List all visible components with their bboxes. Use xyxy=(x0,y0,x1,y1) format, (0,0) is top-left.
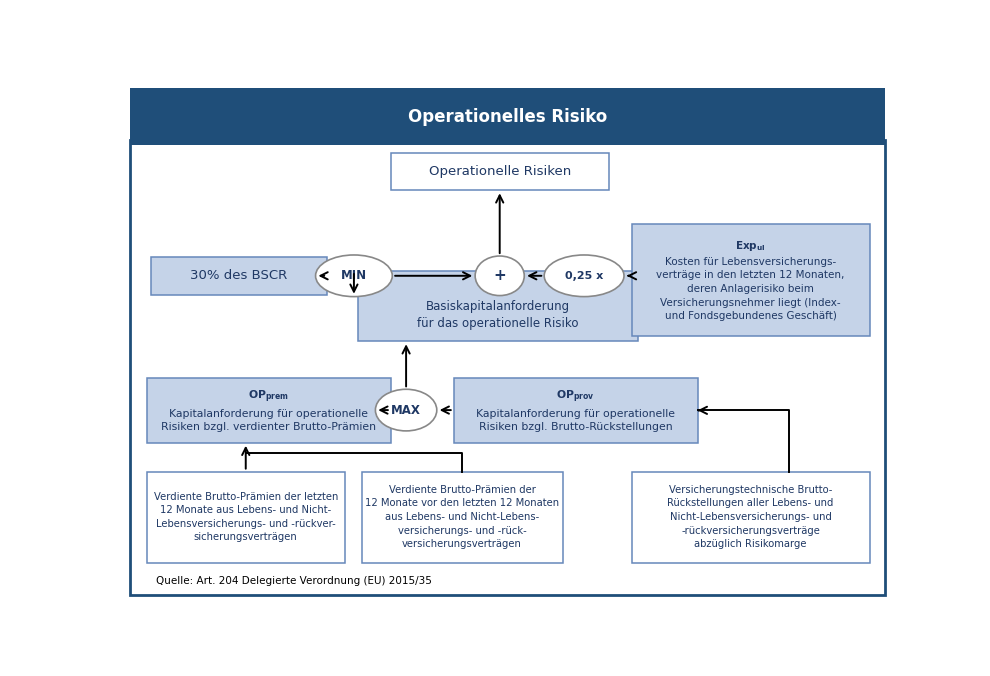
FancyBboxPatch shape xyxy=(130,89,885,145)
Ellipse shape xyxy=(316,255,392,297)
FancyBboxPatch shape xyxy=(150,257,327,295)
FancyBboxPatch shape xyxy=(391,153,609,191)
Text: Operationelle Risiken: Operationelle Risiken xyxy=(429,165,571,178)
FancyBboxPatch shape xyxy=(632,224,869,336)
Text: OP
Basiskapitalanforderung
für das operationelle Risiko: OP Basiskapitalanforderung für das opera… xyxy=(417,283,578,331)
FancyBboxPatch shape xyxy=(361,472,562,562)
Text: MIN: MIN xyxy=(341,269,367,283)
Text: Quelle: Art. 204 Delegierte Verordnung (EU) 2015/35: Quelle: Art. 204 Delegierte Verordnung (… xyxy=(156,576,432,586)
Text: Verdiente Brutto-Prämien der letzten
12 Monate aus Lebens- und Nicht-
Lebensvers: Verdiente Brutto-Prämien der letzten 12 … xyxy=(153,491,338,542)
Text: $\mathbf{OP_{prov}}$
Kapitalanforderung für operationelle
Risiken bzgl. Brutto-R: $\mathbf{OP_{prov}}$ Kapitalanforderung … xyxy=(476,389,675,432)
Ellipse shape xyxy=(475,256,525,295)
FancyBboxPatch shape xyxy=(147,378,391,443)
FancyBboxPatch shape xyxy=(632,472,869,562)
Text: Verdiente Brutto-Prämien der
12 Monate vor den letzten 12 Monaten
aus Lebens- un: Verdiente Brutto-Prämien der 12 Monate v… xyxy=(365,485,559,550)
Text: MAX: MAX xyxy=(391,404,421,416)
Text: Operationelles Risiko: Operationelles Risiko xyxy=(408,107,607,126)
FancyBboxPatch shape xyxy=(147,472,345,562)
Text: Versicherungstechnische Brutto-
Rückstellungen aller Lebens- und
Nicht-Lebensver: Versicherungstechnische Brutto- Rückstel… xyxy=(667,485,834,550)
Text: 30% des BSCR: 30% des BSCR xyxy=(190,269,287,283)
FancyBboxPatch shape xyxy=(453,378,698,443)
Text: +: + xyxy=(493,268,506,283)
Text: $\mathbf{Exp_{ul}}$
Kosten für Lebensversicherungs-
verträge in den letzten 12 M: $\mathbf{Exp_{ul}}$ Kosten für Lebensver… xyxy=(656,239,844,321)
FancyBboxPatch shape xyxy=(130,140,885,596)
Ellipse shape xyxy=(375,389,437,431)
Text: 0,25 x: 0,25 x xyxy=(565,271,603,281)
Text: $\mathbf{OP_{prem}}$
Kapitalanforderung für operationelle
Risiken bzgl. verdient: $\mathbf{OP_{prem}}$ Kapitalanforderung … xyxy=(161,389,376,432)
FancyBboxPatch shape xyxy=(357,271,638,341)
Ellipse shape xyxy=(544,255,624,297)
